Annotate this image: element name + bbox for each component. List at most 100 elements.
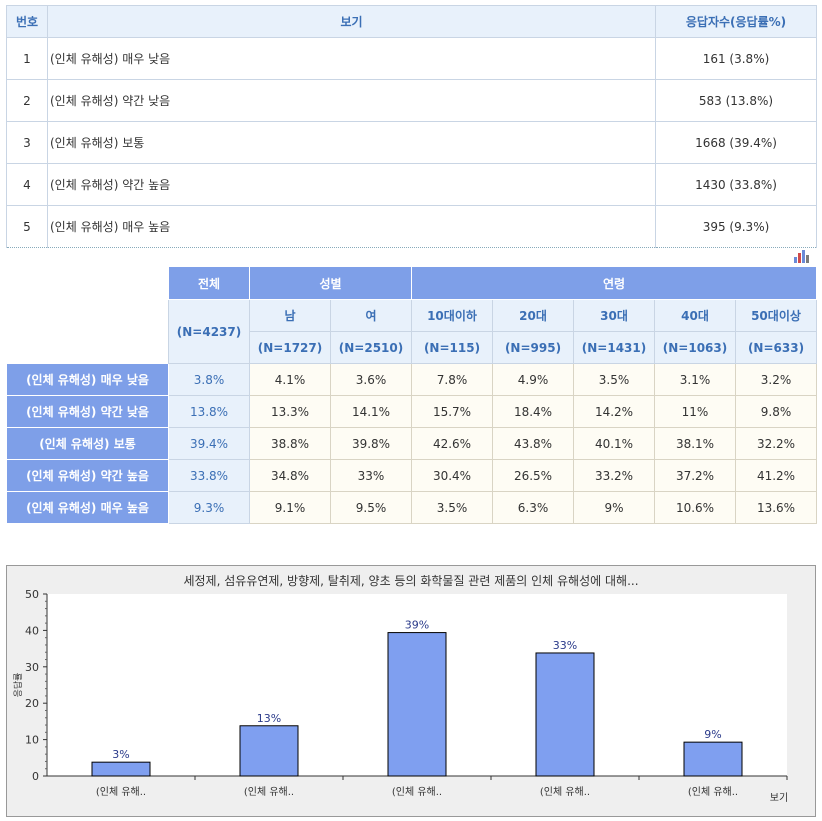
table-row: 5 (인체 유해성) 매우 높음 395 (9.3%) xyxy=(6,205,817,248)
column-label: 20대 xyxy=(492,299,574,332)
value-cell: 37.2% xyxy=(654,459,736,492)
value-cell: 41.2% xyxy=(735,459,817,492)
value-cell: 40.1% xyxy=(573,427,655,460)
value-cell: 34.8% xyxy=(249,459,331,492)
value-cell: 18.4% xyxy=(492,395,574,428)
value-cell: 13.3% xyxy=(249,395,331,428)
header-option: 보기 xyxy=(47,5,656,38)
value-cell: 14.2% xyxy=(573,395,655,428)
crosstab-table: 전체 성별 연령 (N=4237) 남 여 10대이하 20대 30대 40대 … xyxy=(6,266,817,524)
total-header: 전체 xyxy=(168,266,250,300)
value-cell: 7.8% xyxy=(411,363,493,396)
value-cell: 10.6% xyxy=(654,491,736,524)
row-label: (인체 유해성) 보통 xyxy=(6,427,169,460)
row-responses: 395 (9.3%) xyxy=(655,205,817,248)
row-option: (인체 유해성) 약간 낮음 xyxy=(47,79,656,122)
value-cell: 14.1% xyxy=(330,395,412,428)
value-cell: 4.1% xyxy=(249,363,331,396)
bar-chart: 0 10 20 30 40 50 응답률 3% (인체 유해.. 13% (인체 유해.. 39% (인… xyxy=(12,588,788,804)
value-cell: 3.6% xyxy=(330,363,412,396)
column-n: (N=1063) xyxy=(654,331,736,364)
bar-data-label: 13% xyxy=(257,712,281,725)
y-tick-label: 10 xyxy=(25,734,39,747)
column-label: 50대이상 xyxy=(735,299,817,332)
value-cell: 6.3% xyxy=(492,491,574,524)
chart-panel: 세정제, 섬유유연제, 방향제, 탈취제, 양초 등의 화학물질 관련 제품의 … xyxy=(6,565,816,817)
age-header: 연령 xyxy=(411,266,817,300)
row-option: (인체 유해성) 매우 높음 xyxy=(47,205,656,248)
row-label: (인체 유해성) 매우 낮음 xyxy=(6,363,169,396)
header-number: 번호 xyxy=(6,5,48,38)
value-cell: 9.1% xyxy=(249,491,331,524)
crosstab-row: (인체 유해성) 매우 낮음 3.8% 4.1% 3.6% 7.8% 4.9% … xyxy=(6,363,817,396)
column-n: (N=1727) xyxy=(249,331,331,364)
bar-chart-icon-bar xyxy=(802,250,805,263)
x-tick-label: (인체 유해.. xyxy=(688,785,738,798)
bar-chart-icon-bar xyxy=(798,253,801,263)
value-cell: 15.7% xyxy=(411,395,493,428)
value-cell: 3.5% xyxy=(573,363,655,396)
total-cell: 39.4% xyxy=(168,427,250,460)
header-responses: 응답자수(응답률%) xyxy=(655,5,817,38)
crosstab-row: (인체 유해성) 매우 높음 9.3% 9.1% 9.5% 3.5% 6.3% … xyxy=(6,491,817,524)
x-tick-label: (인체 유해.. xyxy=(392,785,442,798)
column-label: 30대 xyxy=(573,299,655,332)
column-n: (N=995) xyxy=(492,331,574,364)
column-n: (N=115) xyxy=(411,331,493,364)
value-cell: 9.5% xyxy=(330,491,412,524)
value-cell: 43.8% xyxy=(492,427,574,460)
response-table-header: 번호 보기 응답자수(응답률%) xyxy=(6,5,817,38)
column-label: 40대 xyxy=(654,299,736,332)
value-cell: 3.1% xyxy=(654,363,736,396)
row-option: (인체 유해성) 약간 높음 xyxy=(47,163,656,206)
table-row: 1 (인체 유해성) 매우 낮음 161 (3.8%) xyxy=(6,37,817,80)
y-axis-label: 응답률 xyxy=(12,673,24,698)
gender-header: 성별 xyxy=(249,266,412,300)
y-tick-label: 50 xyxy=(25,588,39,601)
bar-data-label: 33% xyxy=(553,639,577,652)
value-cell: 13.6% xyxy=(735,491,817,524)
y-tick-label: 20 xyxy=(25,697,39,710)
x-axis-label: 보기 xyxy=(770,792,788,804)
column-n: (N=633) xyxy=(735,331,817,364)
row-number: 2 xyxy=(6,79,48,122)
bar xyxy=(91,761,151,777)
value-cell: 32.2% xyxy=(735,427,817,460)
bar-chart-icon[interactable] xyxy=(793,249,810,263)
value-cell: 9.8% xyxy=(735,395,817,428)
row-responses: 161 (3.8%) xyxy=(655,37,817,80)
x-tick-label: (인체 유해.. xyxy=(540,785,590,798)
bar-data-label: 3% xyxy=(112,748,129,761)
x-tick-label: (인체 유해.. xyxy=(96,785,146,798)
row-number: 1 xyxy=(6,37,48,80)
row-responses: 1668 (39.4%) xyxy=(655,121,817,164)
row-responses: 1430 (33.8%) xyxy=(655,163,817,206)
value-cell: 39.8% xyxy=(330,427,412,460)
crosstab-corner xyxy=(6,266,169,364)
table-row: 4 (인체 유해성) 약간 높음 1430 (33.8%) xyxy=(6,163,817,206)
value-cell: 4.9% xyxy=(492,363,574,396)
value-cell: 38.1% xyxy=(654,427,736,460)
bar xyxy=(683,741,743,777)
crosstab-row: (인체 유해성) 약간 낮음 13.8% 13.3% 14.1% 15.7% 1… xyxy=(6,395,817,428)
total-n: (N=4237) xyxy=(168,299,250,364)
bar xyxy=(239,725,299,777)
row-label: (인체 유해성) 매우 높음 xyxy=(6,491,169,524)
row-responses: 583 (13.8%) xyxy=(655,79,817,122)
total-cell: 9.3% xyxy=(168,491,250,524)
row-label: (인체 유해성) 약간 낮음 xyxy=(6,395,169,428)
bar-chart-icon-bar xyxy=(806,255,809,263)
total-cell: 33.8% xyxy=(168,459,250,492)
value-cell: 3.5% xyxy=(411,491,493,524)
row-label: (인체 유해성) 약간 높음 xyxy=(6,459,169,492)
y-tick-label: 30 xyxy=(25,661,39,674)
row-number: 5 xyxy=(6,205,48,248)
y-tick-label: 0 xyxy=(32,770,39,783)
row-number: 4 xyxy=(6,163,48,206)
row-option: (인체 유해성) 매우 낮음 xyxy=(47,37,656,80)
x-tick-label: (인체 유해.. xyxy=(244,785,294,798)
value-cell: 38.8% xyxy=(249,427,331,460)
bar xyxy=(535,652,595,777)
value-cell: 3.2% xyxy=(735,363,817,396)
column-n: (N=2510) xyxy=(330,331,412,364)
